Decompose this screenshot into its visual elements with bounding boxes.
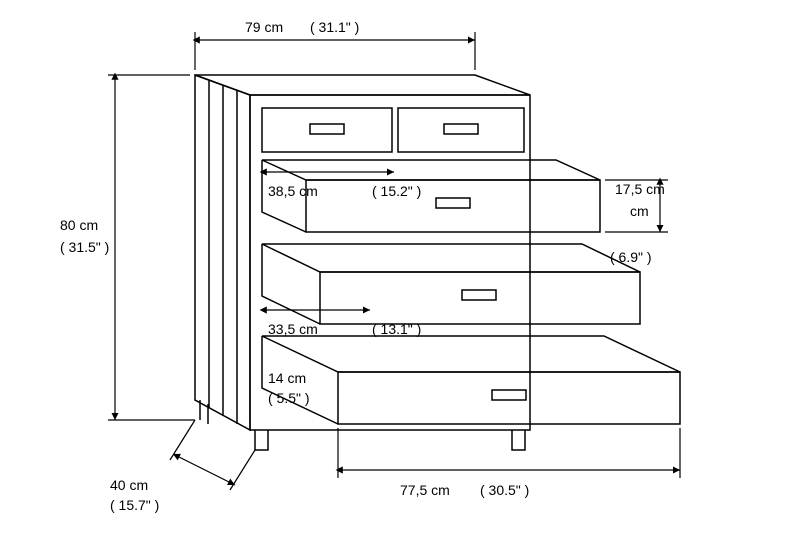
cabinet-body [195,75,530,450]
dim-drawer-h-cm2: cm [630,203,649,219]
dim-drawer-w-cm: 77,5 cm [400,482,450,498]
dim-inner-lower-in: ( 13.1" ) [372,321,421,337]
drawers [262,108,680,424]
dim-width-top-in: ( 31.1" ) [310,19,359,35]
dimension-diagram: 79 cm ( 31.1" ) 80 cm ( 31.5" ) 40 cm ( … [0,0,800,533]
dim-drawer-height-right: 17,5 cm cm ( 6.9" ) [605,180,668,265]
dim-drawer-h-cm: 17,5 cm [615,181,665,197]
dim-inner-lower-cm: 33,5 cm [268,321,318,337]
dim-height-left-in: ( 31.5" ) [60,239,109,255]
dim-height-left-cm: 80 cm [60,217,98,233]
dim-small-height: 14 cm ( 5.5" ) [268,370,310,406]
dim-drawer-w-in: ( 30.5" ) [480,482,529,498]
dim-small-in: ( 5.5" ) [268,390,310,406]
dim-small-cm: 14 cm [268,370,306,386]
dim-width-top-label: 79 cm [245,19,283,35]
dim-drawer-width-bottom: 77,5 cm ( 30.5" ) [338,428,680,498]
dim-drawer-h-in: ( 6.9" ) [610,249,652,265]
dim-width-top: 79 cm ( 31.1" ) [195,19,475,70]
dim-depth: 40 cm ( 15.7" ) [110,420,255,513]
dim-inner-upper: 38,5 cm ( 15.2" ) [262,172,421,199]
dim-inner-upper-cm: 38,5 cm [268,183,318,199]
dim-depth-in: ( 15.7" ) [110,497,159,513]
dim-depth-cm: 40 cm [110,477,148,493]
dim-inner-upper-in: ( 15.2" ) [372,183,421,199]
dim-height-left: 80 cm ( 31.5" ) [60,75,195,420]
